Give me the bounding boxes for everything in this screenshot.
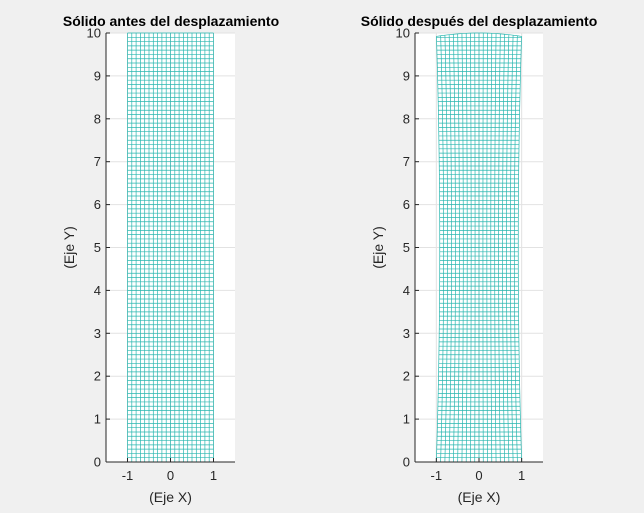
mesh-line-vertical [506,34,510,463]
y-tick-label: 8 [403,111,410,126]
x-tick-label: -1 [431,468,443,483]
mesh-line-vertical [494,33,497,463]
y-tick-label: 9 [403,68,410,83]
x-tick-label: 0 [475,468,482,483]
mesh-line-vertical [461,33,464,463]
mesh-line-vertical [440,35,445,463]
mesh-line-vertical [465,33,468,463]
y-tick-label: 6 [94,197,101,212]
mesh-line-vertical [498,33,501,463]
mesh [127,32,214,463]
y-tick-label: 2 [94,369,101,384]
mesh-line-vertical [435,36,441,463]
y-tick-label: 4 [403,283,410,298]
x-tick-label: 1 [518,468,525,483]
mesh-line-vertical [502,34,505,463]
mesh-line-vertical [444,35,448,463]
mesh-line-vertical [517,36,523,463]
y-tick-label: 1 [94,412,101,427]
mesh-line-vertical [510,35,514,463]
x-axis-label: (Eje X) [149,489,192,505]
mesh-line-vertical [470,33,472,463]
y-tick-label: 9 [94,68,101,83]
x-tick-label: 0 [167,468,174,483]
y-tick-label: 0 [403,455,410,470]
y-tick-label: 3 [403,326,410,341]
mesh-line-vertical [513,35,518,463]
x-tick-label: -1 [122,468,134,483]
y-tick-label: 8 [94,111,101,126]
y-tick-label: 10 [87,26,101,41]
mesh-line-vertical [453,34,456,463]
y-tick-label: 7 [403,154,410,169]
mesh [435,32,523,463]
mesh-line-vertical [457,33,460,463]
y-tick-label: 5 [94,240,101,255]
y-tick-label: 4 [94,283,101,298]
y-tick-label: 2 [403,369,410,384]
mesh-line-vertical [448,34,452,463]
x-axis-label: (Eje X) [458,489,501,505]
chart-title: Sólido después del desplazamiento [361,13,598,29]
y-tick-label: 3 [94,326,101,341]
chart-title: Sólido antes del desplazamiento [63,13,279,29]
mesh-line-vertical [490,33,493,463]
y-tick-label: 10 [396,26,410,41]
y-tick-label: 6 [403,197,410,212]
y-axis-label: (Eje Y) [370,226,386,269]
x-tick-label: 1 [210,468,217,483]
plot-after-displacement: Sólido después del desplazamiento 0 1 2 3 4 5… [361,13,598,505]
y-tick-label: 1 [403,412,410,427]
y-tick-label: 5 [403,240,410,255]
y-axis-label: (Eje Y) [61,226,77,269]
y-tick-label: 7 [94,154,101,169]
plot-before-displacement: Sólido antes del desplazamiento 0 1 2 3 4 5 6 7… [61,13,279,505]
y-tick-label: 0 [94,455,101,470]
mesh-line-vertical [486,33,488,463]
